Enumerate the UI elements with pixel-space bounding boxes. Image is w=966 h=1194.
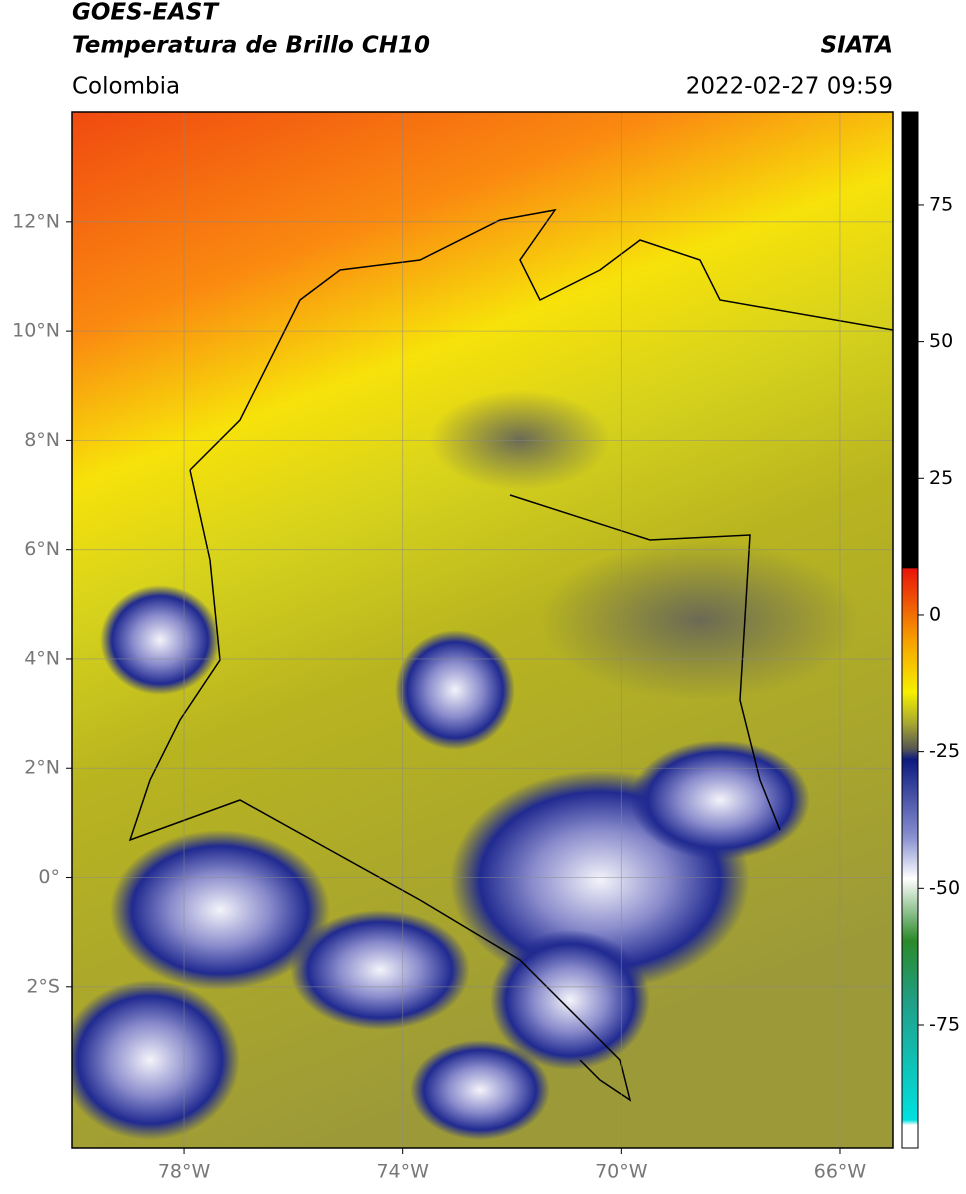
y-tick-label: 4°N <box>24 647 60 669</box>
colorbar <box>901 111 919 1149</box>
x-tick-label: 70°W <box>595 1161 648 1183</box>
satellite: GOES-EAST <box>72 0 220 26</box>
y-tick-label: 0° <box>38 866 60 888</box>
y-tick-label: 10°N <box>12 320 60 342</box>
colorbar-tick-label: 50 <box>929 330 953 352</box>
colorbar-tick-label: 0 <box>929 603 941 625</box>
map-frame <box>71 111 894 1149</box>
y-tick-label: 12°N <box>12 210 60 232</box>
map-image <box>72 112 893 1148</box>
colorbar-tick-label: -25 <box>929 740 960 762</box>
y-tick-label: 2°S <box>26 975 60 997</box>
colorbar-tick-label: -75 <box>929 1013 960 1035</box>
region: Colombia <box>72 74 180 100</box>
x-tick-label: 78°W <box>158 1161 211 1183</box>
x-tick-label: 74°W <box>376 1161 429 1183</box>
x-tick-label: 66°W <box>814 1161 867 1183</box>
agency: SIATA <box>821 33 893 59</box>
product: Temperatura de Brillo CH10 <box>72 33 430 59</box>
colorbar-tick-label: 25 <box>929 467 953 489</box>
datetime: 2022-02-27 09:59 <box>686 74 893 100</box>
y-tick-label: 6°N <box>24 538 60 560</box>
colorbar-tick-label: -50 <box>929 877 960 899</box>
y-tick-label: 8°N <box>24 429 60 451</box>
y-tick-label: 2°N <box>24 757 60 779</box>
colorbar-tick-label: 75 <box>929 193 953 215</box>
grid <box>72 112 893 1148</box>
